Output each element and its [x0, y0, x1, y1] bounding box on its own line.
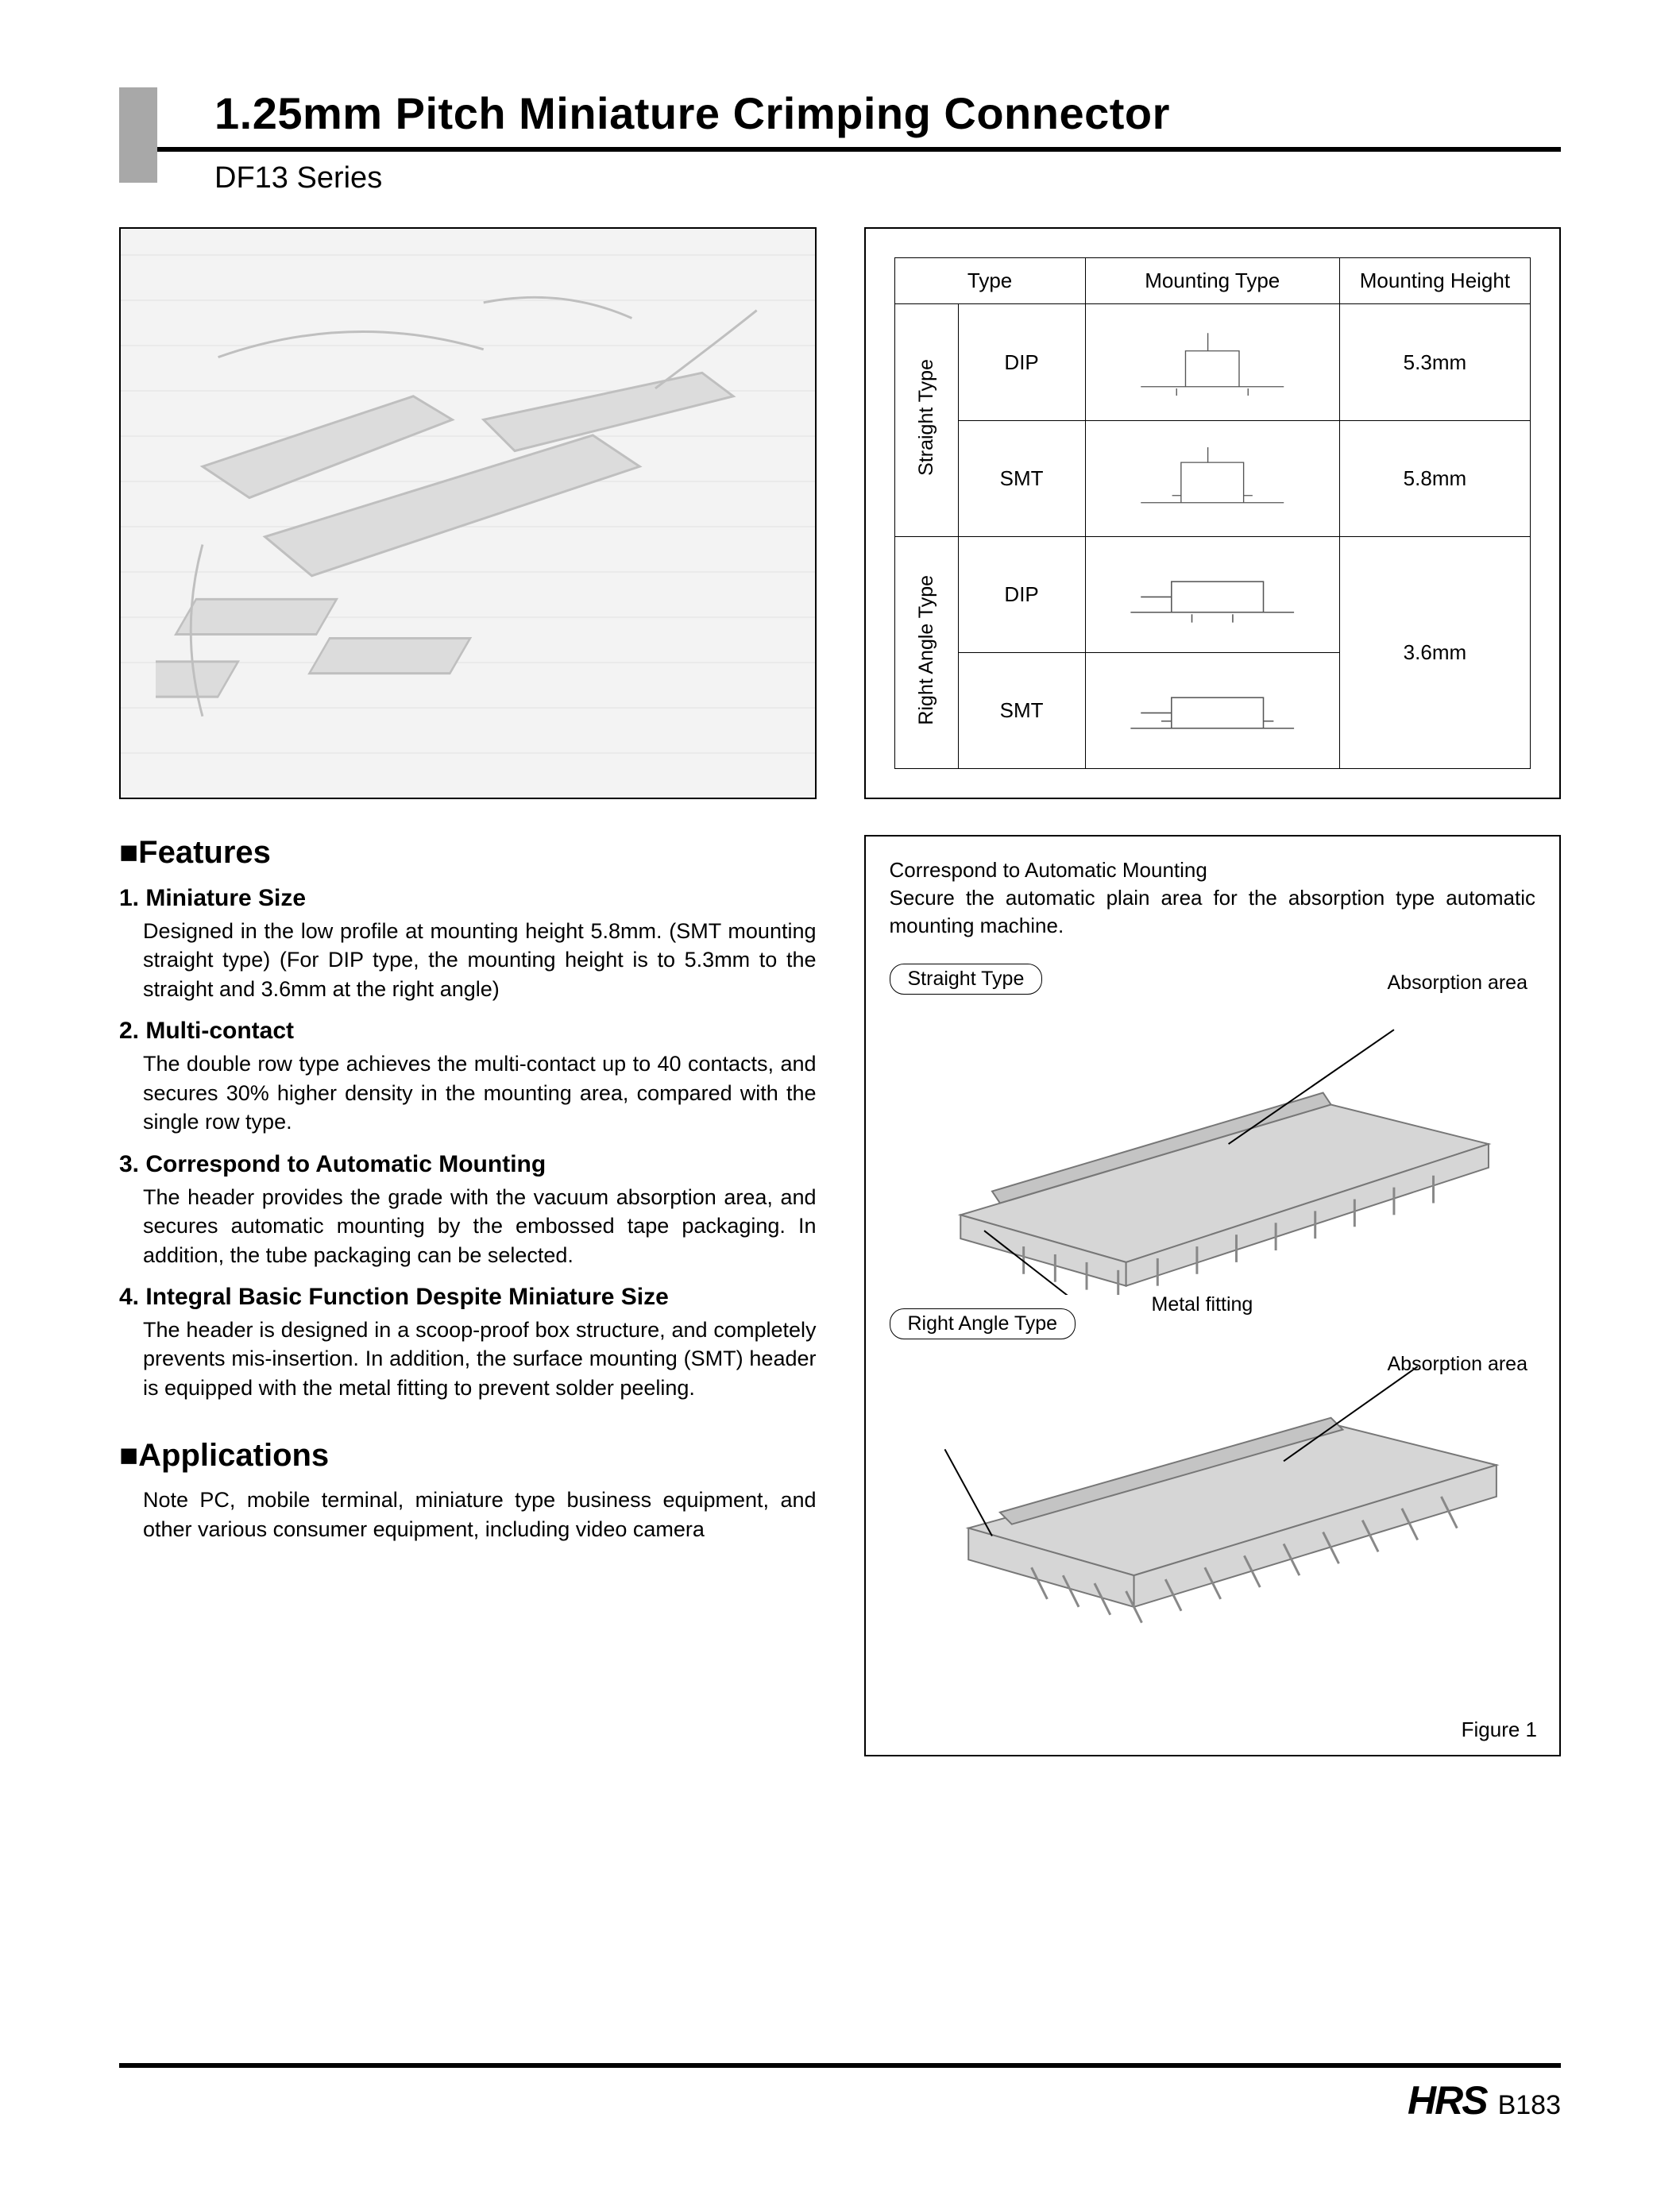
page-title: 1.25mm Pitch Miniature Crimping Connecto…	[214, 87, 1561, 139]
cell-height: 5.8mm	[1339, 420, 1530, 536]
mounting-diagram-box: Correspond to Automatic Mounting Secure …	[864, 835, 1562, 1756]
cell-diagram	[1085, 536, 1339, 652]
top-left-column	[119, 227, 817, 799]
type-table-container: Type Mounting Type Mounting Height Strai…	[864, 227, 1562, 799]
feature-body: The header provides the grade with the v…	[143, 1183, 817, 1269]
bottom-two-column: ■Features 1. Miniature Size Designed in …	[119, 799, 1561, 1756]
cell-height: 3.6mm	[1339, 536, 1530, 768]
cell-type: SMT	[958, 420, 1085, 536]
feature-body: The double row type achieves the multi-c…	[143, 1049, 817, 1136]
photo-placeholder-svg	[156, 257, 780, 769]
diagram-intro-body: Secure the automatic plain area for the …	[890, 886, 1536, 937]
straight-connector-svg	[890, 1009, 1536, 1295]
metal-fitting-label: Metal fitting	[1152, 1293, 1253, 1316]
feature-title: 3. Correspond to Automatic Mounting	[119, 1151, 817, 1178]
group-right-angle: Right Angle Type	[894, 536, 958, 768]
top-right-column: Type Mounting Type Mounting Height Strai…	[864, 227, 1562, 799]
brand-mark: HRS	[1408, 2077, 1487, 2123]
cell-type: DIP	[958, 304, 1085, 420]
series-subtitle: DF13 Series	[214, 161, 1561, 195]
cell-height: 5.3mm	[1339, 304, 1530, 420]
cell-diagram	[1085, 420, 1339, 536]
cell-diagram	[1085, 652, 1339, 768]
product-photo	[119, 227, 817, 799]
straight-type-pill: Straight Type	[890, 964, 1043, 995]
applications-heading: ■Applications	[119, 1438, 817, 1474]
bottom-right-column: Correspond to Automatic Mounting Secure …	[864, 799, 1562, 1756]
top-two-column: Type Mounting Type Mounting Height Strai…	[119, 227, 1561, 799]
th-mounting-type: Mounting Type	[1085, 258, 1339, 304]
mounting-type-table: Type Mounting Type Mounting Height Strai…	[894, 257, 1531, 769]
feature-title: 1. Miniature Size	[119, 885, 817, 912]
absorption-label-bottom: Absorption area	[1387, 1353, 1527, 1376]
cell-type: SMT	[958, 652, 1085, 768]
page-footer: HRS B183	[1408, 2077, 1561, 2123]
feature-title: 4. Integral Basic Function Despite Minia…	[119, 1284, 817, 1311]
bottom-left-column: ■Features 1. Miniature Size Designed in …	[119, 799, 817, 1756]
diagram-intro-title: Correspond to Automatic Mounting	[890, 858, 1207, 882]
table-header-row: Type Mounting Type Mounting Height	[894, 258, 1531, 304]
table-row: Right Angle Type DIP 3.6mm	[894, 536, 1531, 652]
absorption-label-top: Absorption area	[1387, 972, 1527, 995]
features-heading: ■Features	[119, 835, 817, 871]
table-row: Straight Type DIP 5.3mm	[894, 304, 1531, 420]
right-angle-connector-svg	[890, 1354, 1536, 1624]
page-number: B183	[1498, 2090, 1561, 2121]
table-row: SMT 5.8mm	[894, 420, 1531, 536]
applications-body: Note PC, mobile terminal, miniature type…	[143, 1486, 817, 1544]
feature-body: The header is designed in a scoop-proof …	[143, 1316, 817, 1402]
title-rule	[119, 147, 1561, 152]
th-type: Type	[894, 258, 1085, 304]
right-angle-type-pill: Right Angle Type	[890, 1308, 1076, 1339]
feature-body: Designed in the low profile at mounting …	[143, 917, 817, 1003]
cell-diagram	[1085, 304, 1339, 420]
diagram-intro: Correspond to Automatic Mounting Secure …	[890, 856, 1536, 940]
group-straight: Straight Type	[894, 304, 958, 536]
th-mounting-height: Mounting Height	[1339, 258, 1530, 304]
feature-title: 2. Multi-contact	[119, 1018, 817, 1045]
footer-rule	[119, 2063, 1561, 2068]
cell-type: DIP	[958, 536, 1085, 652]
figure-label: Figure 1	[1462, 1718, 1537, 1742]
header-accent-bar	[119, 87, 157, 183]
